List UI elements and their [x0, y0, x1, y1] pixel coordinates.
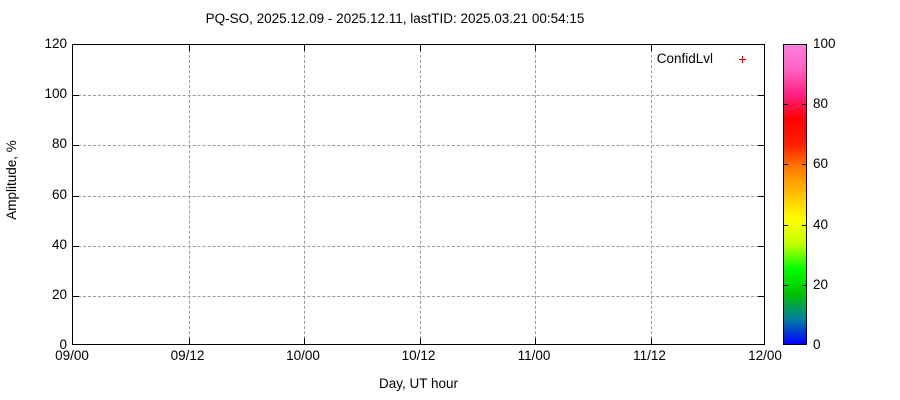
colorbar-tick-label: 40: [813, 216, 829, 232]
y-axis-tick-mark: [758, 195, 764, 197]
plus-marker-icon: [739, 55, 746, 63]
colorbar-tick-mark: [783, 164, 788, 166]
gridline-horizontal: [73, 145, 764, 147]
x-axis-tick-label: 09/00: [55, 348, 89, 363]
colorbar-tick-mark: [783, 284, 788, 286]
y-axis-tick-mark: [758, 95, 764, 97]
x-axis-tick-label: 10/12: [401, 348, 436, 363]
x-axis-tick-mark: [650, 45, 652, 51]
x-axis-label: Day, UT hour: [378, 376, 459, 391]
colorbar-tick-label: 80: [813, 96, 829, 112]
legend-entry-label: ConfidLvl: [656, 51, 713, 66]
colorbar-tick-label: 60: [813, 156, 829, 172]
colorbar-tick-mark: [802, 224, 807, 226]
legend: ConfidLvl: [657, 51, 746, 67]
y-axis-tick-label: 120: [44, 36, 67, 51]
colorbar-tick-label: 100: [813, 36, 836, 51]
gridline-vertical: [188, 45, 190, 344]
y-axis-tick-label: 80: [51, 136, 67, 152]
colorbar: [783, 44, 807, 345]
colorbar-tick-label: 20: [813, 276, 829, 292]
y-axis-tick-mark: [73, 95, 79, 97]
y-axis-tick-label: 40: [51, 236, 67, 252]
colorbar-tick-mark: [802, 164, 807, 166]
gridline-horizontal: [73, 245, 764, 247]
chart-title: PQ-SO, 2025.12.09 - 2025.12.11, lastTID:…: [205, 11, 585, 26]
x-axis-tick-mark: [535, 45, 536, 51]
y-axis-tick-mark: [758, 245, 764, 247]
y-axis-tick-mark: [73, 245, 79, 247]
x-axis-tick-labels: 09/00 09/12 10/00 10/12 11/00 11/12 12/00: [0, 348, 900, 368]
x-axis-tick-label: 11/12: [633, 348, 666, 363]
gridline-vertical: [650, 45, 652, 344]
x-axis-tick-mark: [650, 338, 652, 344]
x-axis-tick-mark: [188, 338, 190, 344]
gridline-vertical: [535, 45, 536, 344]
x-axis-tick-mark: [304, 338, 305, 344]
x-axis-tick-mark: [535, 338, 536, 344]
y-axis-tick-label: 100: [44, 86, 67, 102]
colorbar-tick-labels: 0 20 40 60 80 100: [813, 37, 873, 352]
y-axis-tick-mark: [758, 145, 764, 147]
x-axis-tick-label: 10/00: [286, 348, 320, 363]
gridline-horizontal: [73, 195, 764, 197]
x-axis-tick-mark: [419, 338, 421, 344]
colorbar-tick-mark: [783, 224, 788, 226]
gridline-vertical: [304, 45, 305, 344]
y-axis-tick-labels: 0 20 40 60 80 100 120: [0, 37, 67, 352]
x-axis-tick-mark: [419, 45, 421, 51]
grid-layer: [73, 45, 764, 344]
x-axis-tick-mark: [304, 45, 305, 51]
colorbar-tick-label: 0: [813, 337, 821, 352]
gridline-horizontal: [73, 95, 764, 97]
plot-area: ConfidLvl: [72, 44, 765, 345]
y-axis-tick-mark: [73, 295, 79, 297]
x-axis-tick-mark: [188, 45, 190, 51]
y-axis-tick-mark: [73, 145, 79, 147]
y-axis-tick-label: 20: [51, 286, 67, 302]
gridline-horizontal: [73, 295, 764, 297]
colorbar-tick-mark: [802, 284, 807, 286]
y-axis-tick-mark: [758, 295, 764, 297]
colorbar-tick-mark: [783, 104, 788, 106]
y-axis-tick-label: 60: [51, 186, 67, 202]
gridline-vertical: [419, 45, 421, 344]
y-axis-tick-label: 0: [59, 337, 67, 352]
y-axis-tick-mark: [73, 195, 79, 197]
x-axis-tick-label: 12/00: [748, 348, 782, 363]
x-axis-tick-label: 09/12: [170, 348, 205, 363]
colorbar-tick-mark: [802, 104, 807, 106]
colorbar-gradient: [783, 44, 807, 345]
x-axis-tick-label: 11/00: [517, 348, 551, 363]
